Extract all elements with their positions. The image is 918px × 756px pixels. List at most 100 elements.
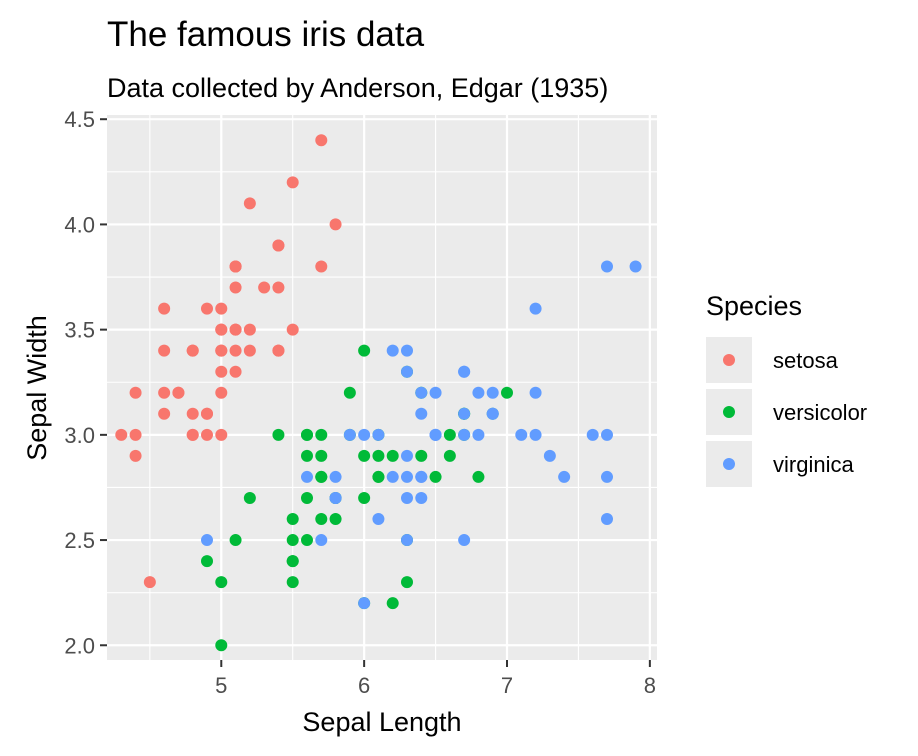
setosa-point (172, 386, 185, 399)
x-tick-label: 5 (215, 673, 227, 698)
virginica-point (601, 428, 613, 441)
versicolor-point (429, 470, 442, 483)
legend-swatch-virginica (723, 458, 735, 470)
setosa-point (315, 134, 328, 147)
versicolor-point (301, 534, 313, 547)
setosa-point (143, 576, 156, 589)
setosa-point (201, 302, 213, 315)
virginica-point (372, 428, 385, 441)
versicolor-point (286, 576, 299, 589)
versicolor-point (286, 555, 299, 568)
setosa-point (229, 365, 242, 378)
virginica-point (629, 260, 642, 273)
virginica-point (458, 534, 471, 547)
versicolor-point (401, 576, 413, 589)
virginica-point (543, 449, 556, 462)
virginica-point (372, 513, 385, 526)
virginica-point (601, 470, 613, 483)
minor-gridlines (107, 115, 657, 660)
virginica-point (329, 470, 342, 483)
virginica-point (343, 428, 356, 441)
setosa-point (315, 260, 328, 273)
versicolor-point (472, 470, 485, 483)
y-tick-label: 4.0 (64, 212, 95, 237)
x-axis: 5 6 7 8 (215, 660, 656, 698)
virginica-point (529, 386, 542, 399)
setosa-point (129, 428, 142, 441)
versicolor-point (329, 513, 342, 526)
setosa-point (201, 407, 213, 420)
virginica-point (458, 407, 471, 420)
setosa-point (329, 218, 342, 231)
setosa-point (186, 407, 199, 420)
setosa-point (215, 302, 228, 315)
versicolor-point (358, 344, 371, 357)
virginica-point (201, 534, 213, 547)
virginica-point (515, 428, 528, 441)
legend: setosa versicolor virginica (706, 337, 867, 487)
chart-title: The famous iris data (107, 15, 425, 54)
legend-swatch-versicolor (723, 406, 735, 418)
versicolor-point (315, 449, 328, 462)
setosa-point (158, 386, 171, 399)
legend-label-setosa: setosa (773, 348, 839, 373)
x-tick-label: 8 (644, 673, 656, 698)
virginica-point (329, 491, 342, 504)
virginica-point (415, 470, 428, 483)
virginica-point (486, 407, 499, 420)
virginica-point (458, 365, 471, 378)
versicolor-point (301, 428, 313, 441)
setosa-point (158, 302, 171, 315)
versicolor-point (215, 639, 228, 652)
setosa-point (215, 344, 228, 357)
major-gridlines (107, 115, 657, 660)
chart-subtitle: Data collected by Anderson, Edgar (1935) (107, 73, 608, 103)
virginica-point (386, 344, 399, 357)
virginica-point (401, 491, 413, 504)
setosa-point (129, 386, 142, 399)
setosa-point (186, 344, 199, 357)
versicolor-point (301, 491, 313, 504)
legend-swatch-setosa (723, 354, 735, 366)
data-points (115, 134, 642, 652)
setosa-point (243, 323, 256, 336)
virginica-point (529, 302, 542, 315)
versicolor-point (386, 597, 399, 610)
virginica-point (415, 386, 428, 399)
x-tick-label: 7 (501, 673, 513, 698)
versicolor-point (272, 428, 285, 441)
versicolor-point (315, 513, 328, 526)
versicolor-point (443, 449, 456, 462)
virginica-point (529, 428, 542, 441)
virginica-point (386, 470, 399, 483)
setosa-point (215, 323, 228, 336)
y-tick-label: 3.0 (64, 423, 95, 448)
virginica-point (315, 534, 328, 547)
virginica-point (401, 365, 413, 378)
virginica-point (401, 344, 413, 357)
virginica-point (586, 428, 599, 441)
setosa-point (229, 344, 242, 357)
virginica-point (429, 386, 442, 399)
virginica-point (558, 470, 571, 483)
virginica-point (401, 534, 413, 547)
setosa-point (215, 386, 228, 399)
versicolor-point (286, 534, 299, 547)
virginica-point (601, 260, 613, 273)
versicolor-point (286, 513, 299, 526)
y-axis-title: Sepal Width (22, 315, 52, 461)
setosa-point (129, 449, 142, 462)
versicolor-point (315, 428, 328, 441)
versicolor-point (501, 386, 513, 399)
virginica-point (415, 407, 428, 420)
setosa-point (229, 281, 242, 294)
setosa-point (258, 281, 271, 294)
y-tick-label: 3.5 (64, 318, 95, 343)
virginica-point (601, 513, 613, 526)
virginica-point (358, 428, 371, 441)
virginica-point (429, 428, 442, 441)
x-axis-title: Sepal Length (302, 707, 461, 737)
versicolor-point (386, 449, 399, 462)
virginica-point (358, 597, 371, 610)
